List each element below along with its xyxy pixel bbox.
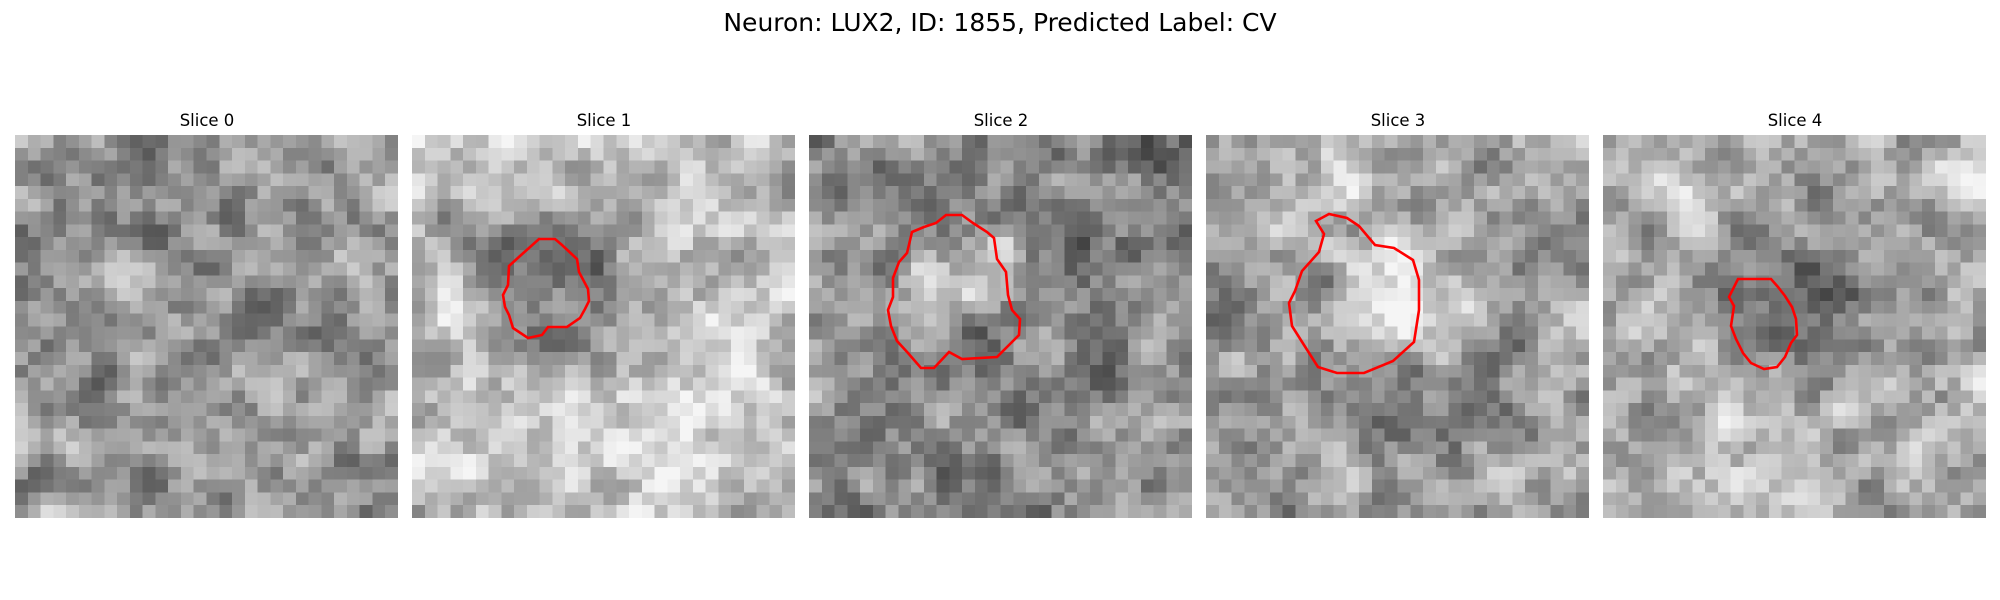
figure-title: Neuron: LUX2, ID: 1855, Predicted Label:…: [723, 8, 1277, 37]
roi-outline-2: [886, 213, 1022, 370]
slice-panel-0: Slice 0: [15, 108, 399, 518]
slice-panel-1: Slice 1: [412, 108, 796, 518]
slice-texture-0: [15, 135, 398, 518]
slice-image-0: [15, 135, 398, 518]
slice-panel-4: Slice 4: [1603, 108, 1987, 518]
slice-image-3: [1206, 135, 1589, 518]
slice-title-1: Slice 1: [576, 111, 632, 130]
slice-title-0: Slice 0: [179, 111, 235, 130]
slice-image-4: [1603, 135, 1986, 518]
slice-panel-3: Slice 3: [1206, 108, 1590, 518]
slice-image-2: [809, 135, 1192, 518]
roi-outline-3: [1287, 212, 1421, 375]
slice-title-3: Slice 3: [1370, 111, 1426, 130]
slice-texture-4: [1603, 135, 1986, 518]
roi-outline-4: [1727, 277, 1799, 371]
slice-image-1: [412, 135, 795, 518]
slice-texture-1: [412, 135, 795, 518]
slice-panel-2: Slice 2: [809, 108, 1193, 518]
roi-outline-1: [501, 237, 591, 340]
slice-texture-3: [1206, 135, 1589, 518]
slice-texture-2: [809, 135, 1192, 518]
slice-title-4: Slice 4: [1767, 111, 1823, 130]
slice-title-2: Slice 2: [973, 111, 1029, 130]
